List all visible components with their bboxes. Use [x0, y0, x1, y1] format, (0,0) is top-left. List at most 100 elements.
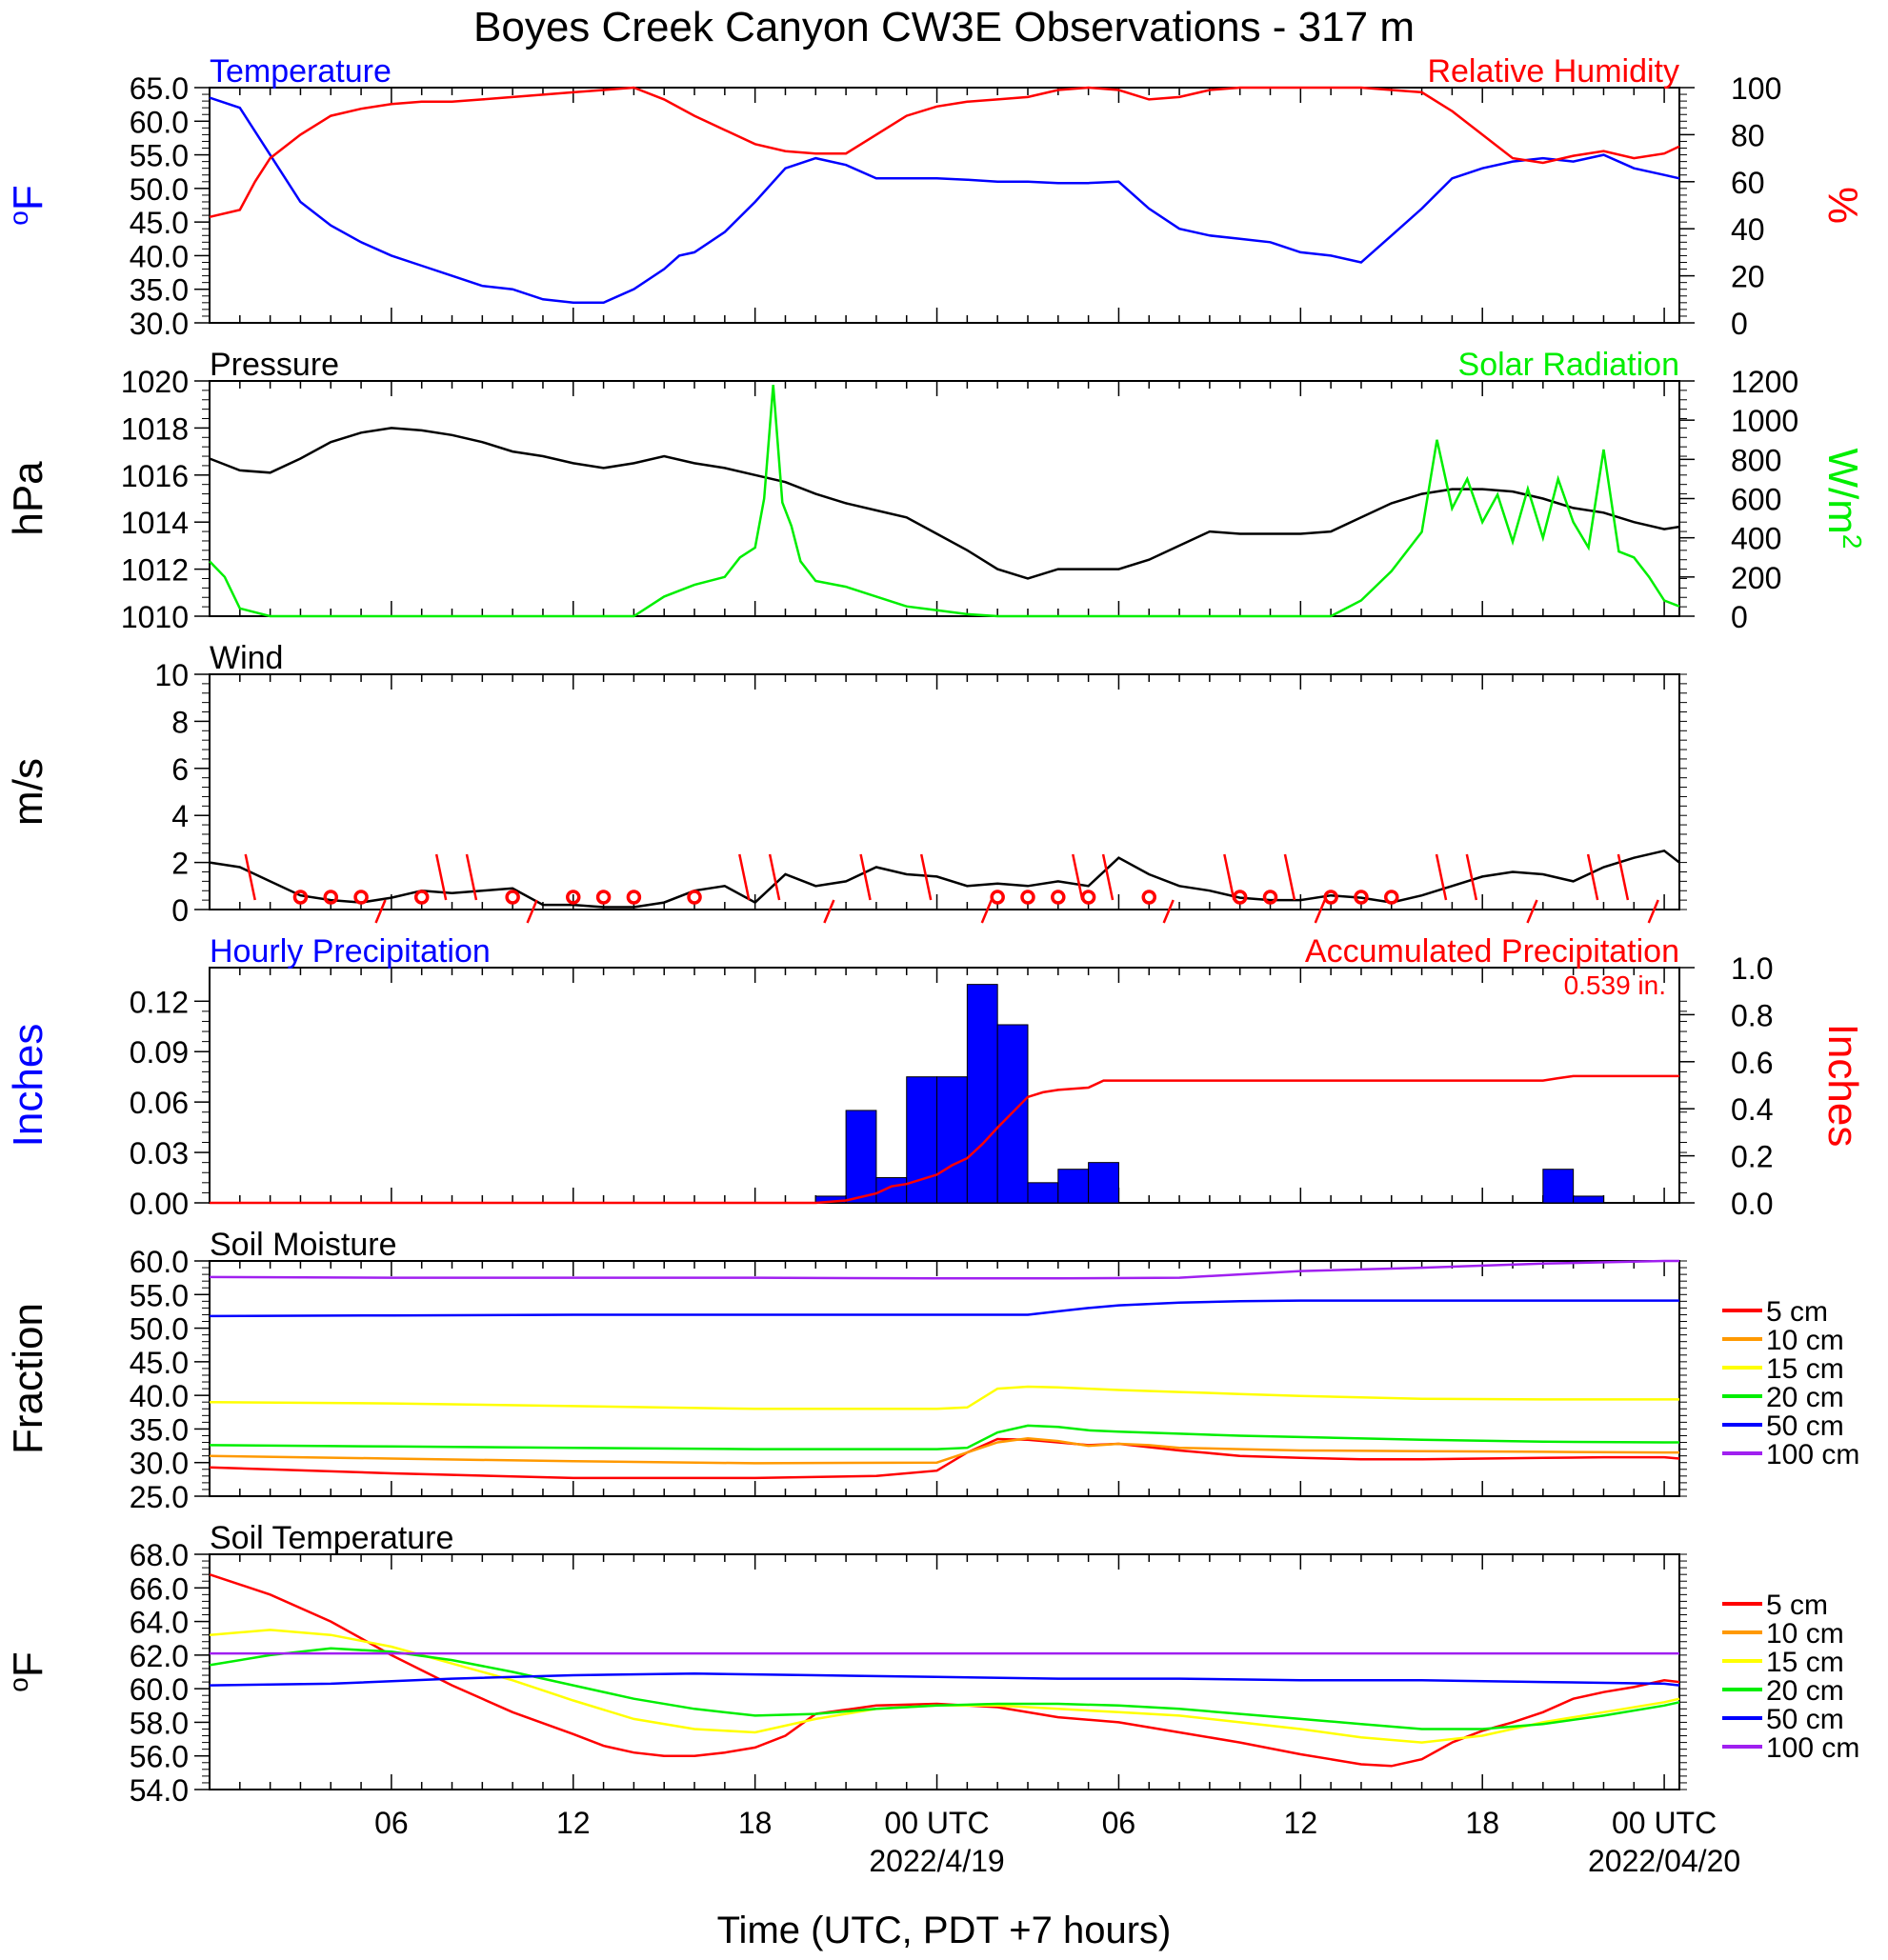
panel-wind: 10 8 6 4 2 0 Wind m/s [5, 640, 1687, 928]
wind-barb [374, 899, 387, 924]
wind-barb [1101, 853, 1115, 901]
y-tick-label: 35.0 [130, 273, 189, 308]
wind-barb [738, 853, 751, 901]
right-y-tick-label: 100 [1731, 71, 1781, 106]
y-tick-label: 1014 [121, 506, 189, 540]
calm-wind-circle [1323, 890, 1338, 905]
x-tick-label: 00 UTC [884, 1806, 989, 1840]
series-5-cm [209, 1573, 1680, 1768]
right-y-tick-label: 80 [1731, 118, 1765, 152]
precip-bar [1542, 1169, 1575, 1204]
legend-label: 15 cm [1766, 1647, 1844, 1678]
right-y-tick-label: 0.6 [1731, 1046, 1773, 1080]
y-tick-label: 30.0 [130, 307, 189, 341]
calm-wind-circle [1384, 890, 1399, 905]
y-tick-label: 68.0 [130, 1538, 189, 1572]
calm-wind-circle [292, 890, 309, 905]
precip-bar [1088, 1162, 1119, 1204]
right-y-tick-label: 1200 [1731, 365, 1798, 399]
legend-label: 10 cm [1766, 1618, 1844, 1650]
x-tick-label: 12 [556, 1806, 591, 1840]
right-y-tick-label: 0.2 [1731, 1140, 1773, 1174]
accumulated-total-annotation: 0.539 in. [1564, 970, 1666, 1000]
left-axis-unit: Inches [5, 1024, 51, 1148]
x-tick-label: 18 [738, 1806, 773, 1840]
x-date-label: 2022/4/19 [869, 1844, 1004, 1878]
time-axis: 06 12 18 00 UTC 2022/4/19 06 12 18 00 UTC 2022/04… [374, 1806, 1740, 1878]
plot-frame [209, 1553, 1680, 1790]
precip-bar [1573, 1195, 1604, 1204]
y-tick-label: 0.06 [130, 1086, 189, 1120]
calm-wind-circle [1141, 890, 1156, 905]
y-tick-label: 56.0 [130, 1740, 189, 1774]
y-tick-label: 40.0 [130, 239, 189, 273]
panel-temp-rh: 65.060.055.050.045.040.035.030.0 100 80 60 4… [4, 53, 1867, 341]
y-tick-label: 35.0 [130, 1412, 189, 1447]
calm-wind-circle [687, 890, 702, 905]
panel-left-title: Pressure [210, 347, 339, 383]
panel-soil-temperature: 68.066.064.062.060.058.056.054.0 Soil Tem… [4, 1520, 1860, 1808]
right-y-tick-label: 0 [1731, 600, 1748, 634]
y-tick-label: 0.09 [130, 1035, 189, 1070]
y-tick-label: 55.0 [130, 139, 189, 173]
wind-barb [980, 899, 993, 924]
legend-label: 5 cm [1766, 1296, 1828, 1328]
series-relative-humidity [209, 86, 1680, 219]
series-temperature [209, 96, 1680, 305]
panel-left-title: Soil Moisture [210, 1227, 397, 1263]
x-tick-label: 06 [374, 1806, 409, 1840]
right-y-tick-label: 400 [1731, 522, 1781, 556]
y-tick-label: 50.0 [130, 1312, 189, 1347]
y-tick-label: 1010 [121, 600, 189, 634]
y-tick-label: 1012 [121, 553, 189, 588]
wind-barb [1465, 853, 1478, 901]
series-50-cm [209, 1672, 1680, 1687]
y-tick-label: 58.0 [130, 1706, 189, 1740]
calm-wind-circle [353, 890, 369, 905]
y-tick-label: 25.0 [130, 1480, 189, 1514]
x-tick-label: 12 [1284, 1806, 1318, 1840]
y-tick-label: 60.0 [130, 1672, 189, 1707]
series-pressure [209, 427, 1680, 580]
wind-barb [1647, 899, 1659, 924]
legend-label: 50 cm [1766, 1704, 1844, 1735]
y-tick-label: 30.0 [130, 1447, 189, 1481]
series-20-cm [209, 1647, 1680, 1730]
wind-barb [1162, 899, 1175, 924]
y-tick-label: 45.0 [130, 206, 189, 240]
right-y-tick-label: 600 [1731, 483, 1781, 517]
x-tick-label: 18 [1465, 1806, 1499, 1840]
wind-barb [859, 853, 872, 901]
panel-precip: 0.12 0.09 0.06 0.03 0.00 1.0 0.8 0.6 0.4 0.2 0.0 Ho… [5, 933, 1866, 1221]
y-tick-label: 1018 [121, 411, 189, 446]
series-50-cm [209, 1299, 1679, 1318]
legend-label: 20 cm [1766, 1382, 1844, 1413]
legend-label: 5 cm [1766, 1590, 1828, 1621]
y-tick-label: 0 [171, 893, 189, 928]
y-tick-label: 62.0 [130, 1639, 189, 1673]
panel-pressure-solar: 1020 1018 1016 1014 1012 1010 1200 1000 800 600 40… [5, 347, 1868, 634]
wind-barb [1314, 899, 1326, 924]
series-10-cm [209, 1437, 1679, 1465]
y-tick-label: 40.0 [130, 1379, 189, 1413]
calm-wind-circle [1020, 890, 1035, 905]
y-tick-label: 6 [171, 752, 189, 787]
legend-label: 15 cm [1766, 1353, 1844, 1385]
precip-bar [966, 984, 998, 1204]
right-y-tick-label: 0 [1731, 307, 1748, 341]
series-20-cm [209, 1424, 1679, 1450]
x-date-label: 2022/04/20 [1588, 1844, 1740, 1878]
calm-wind-circle [595, 890, 612, 905]
legend-label: 20 cm [1766, 1675, 1844, 1707]
panel-right-title: Solar Radiation [1458, 347, 1679, 383]
wind-barb [1072, 853, 1084, 901]
calm-wind-circle [1354, 890, 1369, 905]
y-tick-label: 0.00 [130, 1187, 189, 1221]
right-axis-unit: % [1819, 187, 1866, 224]
calm-wind-circle [1080, 890, 1096, 905]
wind-barb [1283, 853, 1296, 901]
right-axis-unit: Inches [1819, 1024, 1866, 1148]
calm-wind-circle [566, 890, 581, 905]
right-y-tick-label: 1.0 [1731, 951, 1773, 986]
